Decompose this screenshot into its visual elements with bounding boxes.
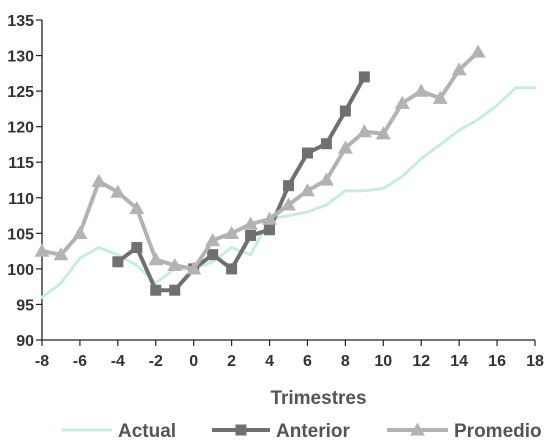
data-point-promedio bbox=[432, 90, 448, 104]
data-point-promedio bbox=[205, 232, 221, 247]
y-tick-label: 110 bbox=[8, 191, 34, 208]
x-tick-label: 10 bbox=[374, 353, 392, 370]
y-tick-label: 95 bbox=[16, 297, 34, 314]
x-tick-label: -8 bbox=[35, 353, 49, 370]
data-point-promedio bbox=[186, 261, 202, 275]
data-point-promedio bbox=[337, 140, 353, 154]
legend-label: Anterior bbox=[276, 421, 351, 442]
series-promedio bbox=[34, 44, 486, 275]
data-point-promedio bbox=[356, 124, 372, 138]
y-tick-label: 130 bbox=[7, 49, 34, 66]
y-tick-label: 90 bbox=[16, 333, 34, 350]
data-point-promedio bbox=[470, 44, 486, 58]
axes: 90 95 100 105 110 115 120 125 130 135 -8 -6 -4 -2 0 2 4 6… bbox=[7, 13, 544, 370]
legend-label: Actual bbox=[118, 421, 176, 442]
y-tick-label: 100 bbox=[7, 262, 34, 279]
data-point-promedio bbox=[375, 126, 391, 140]
x-tick-label: 0 bbox=[189, 353, 198, 370]
x-tick-label: -2 bbox=[149, 353, 163, 370]
data-point-anterior bbox=[112, 256, 124, 268]
data-point-promedio bbox=[394, 95, 410, 109]
x-tick-label: -6 bbox=[73, 353, 87, 370]
series-anterior bbox=[112, 71, 370, 296]
data-point-promedio bbox=[243, 216, 259, 230]
legend-marker bbox=[410, 422, 425, 436]
data-point-anterior bbox=[169, 284, 181, 296]
data-point-promedio bbox=[413, 83, 429, 97]
series-layer bbox=[34, 44, 537, 299]
x-tick-label: 2 bbox=[227, 353, 236, 370]
data-point-anterior bbox=[131, 242, 143, 254]
data-point-promedio bbox=[224, 225, 240, 239]
data-point-promedio bbox=[167, 257, 183, 271]
data-point-anterior bbox=[264, 224, 276, 236]
legend-marker bbox=[235, 424, 247, 436]
x-tick-label: 4 bbox=[265, 353, 274, 370]
x-tick-label: 8 bbox=[341, 353, 350, 370]
data-point-promedio bbox=[53, 247, 69, 261]
data-point-anterior bbox=[226, 263, 238, 275]
y-tick-label: 135 bbox=[7, 13, 34, 30]
data-point-promedio bbox=[110, 184, 126, 198]
x-axis-title: Trimestres bbox=[270, 388, 366, 409]
x-tick-label: 16 bbox=[488, 353, 506, 370]
data-point-anterior bbox=[150, 284, 162, 296]
data-point-promedio bbox=[299, 183, 315, 197]
x-tick-label: 18 bbox=[526, 353, 544, 370]
x-tick-label: 6 bbox=[303, 353, 312, 370]
legend-label: Promedio bbox=[454, 421, 542, 442]
data-point-promedio bbox=[91, 173, 107, 188]
data-point-promedio bbox=[148, 252, 164, 266]
y-tick-label: 105 bbox=[7, 226, 34, 243]
data-point-anterior bbox=[358, 71, 370, 83]
data-point-promedio bbox=[34, 243, 50, 257]
x-tick-label: 12 bbox=[412, 353, 430, 370]
data-point-promedio bbox=[318, 172, 334, 186]
data-point-anterior bbox=[320, 138, 332, 150]
data-point-anterior bbox=[245, 229, 257, 241]
legend-item-actual: Actual bbox=[62, 421, 176, 442]
data-point-promedio bbox=[262, 211, 278, 225]
y-tick-label: 115 bbox=[8, 155, 34, 172]
data-point-promedio bbox=[451, 62, 467, 76]
data-point-anterior bbox=[283, 180, 294, 192]
data-point-promedio bbox=[72, 225, 88, 239]
x-tick-label: 14 bbox=[450, 353, 468, 370]
data-point-promedio bbox=[129, 200, 145, 215]
legend-item-anterior: Anterior bbox=[212, 421, 351, 442]
y-tick-label: 125 bbox=[7, 84, 34, 101]
x-tick-label: -4 bbox=[111, 353, 125, 370]
data-point-anterior bbox=[207, 249, 219, 261]
data-point-anterior bbox=[339, 105, 351, 117]
data-point-anterior bbox=[301, 147, 313, 159]
y-tick-label: 120 bbox=[7, 120, 34, 137]
data-point-promedio bbox=[281, 197, 296, 211]
legend-item-promedio: Promedio bbox=[387, 421, 542, 442]
legend: Actual Anterior Promedio bbox=[62, 421, 542, 442]
